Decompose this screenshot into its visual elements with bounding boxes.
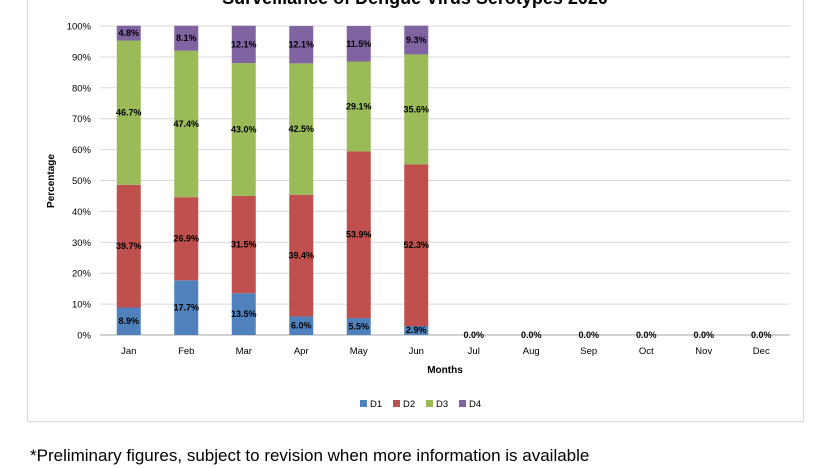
footnote: *Preliminary figures, subject to revisio… (30, 446, 590, 465)
data-label: 5.5% (348, 322, 369, 332)
data-label: 46.7% (116, 108, 142, 118)
data-label: 39.4% (288, 251, 314, 261)
stacked-bar-chart: Surveillance of Dengue Virus Serotypes 2… (46, 0, 790, 410)
y-tick-label: 40% (72, 207, 92, 218)
y-tick-label: 80% (72, 83, 92, 94)
bar-segment-d1 (404, 326, 429, 335)
bar-segment-d2 (404, 164, 429, 327)
data-label: 42.5% (288, 124, 314, 134)
bar-segment-d4 (289, 26, 314, 64)
bar-segment-d3 (231, 63, 256, 196)
x-tick-label: Sep (580, 346, 597, 357)
data-label: 13.5% (231, 309, 257, 319)
bar-segment-d3 (404, 54, 429, 165)
y-tick-label: 30% (72, 238, 92, 249)
data-label: 26.9% (173, 234, 199, 244)
y-tick-label: 100% (67, 22, 92, 33)
x-tick-label: Jul (468, 346, 480, 357)
x-tick-label: Nov (695, 346, 712, 357)
data-label: 0.0% (463, 330, 484, 340)
x-tick-label: Aug (523, 346, 540, 357)
bar-segment-d2 (116, 184, 141, 308)
data-label: 12.1% (231, 39, 257, 49)
data-label: 39.7% (116, 241, 142, 251)
y-tick-label: 50% (72, 176, 92, 187)
y-tick-label: 20% (72, 269, 92, 280)
data-label: 9.3% (406, 35, 427, 45)
gridlines (100, 25, 790, 336)
bar-segment-d1 (231, 293, 256, 335)
data-label: 0.0% (578, 330, 599, 340)
data-label: 0.0% (521, 330, 542, 340)
x-tick-label: May (350, 346, 368, 357)
y-tick-label: 0% (77, 331, 91, 342)
bar-segment-d4 (116, 25, 141, 41)
y-axis-title: Percentage (46, 154, 57, 208)
legend-swatch-d2 (393, 400, 400, 407)
data-label: 12.1% (288, 40, 314, 50)
legend-swatch-d3 (426, 400, 433, 407)
legend-label-d3: D3 (436, 399, 448, 410)
data-label: 6.0% (291, 321, 312, 331)
data-label: 53.9% (346, 230, 372, 240)
bar-segment-d1 (116, 307, 141, 335)
bar-segment-d3 (289, 63, 314, 195)
y-tick-label: 60% (72, 145, 92, 156)
bar-segment-d4 (346, 26, 371, 62)
data-label: 0.0% (636, 330, 657, 340)
bar-segment-d2 (231, 195, 256, 294)
bar-segment-d2 (346, 151, 371, 319)
bar-segment-d4 (174, 25, 199, 51)
bar-segment-d3 (174, 50, 199, 198)
data-label: 17.7% (173, 303, 199, 313)
x-tick-label: Jan (121, 346, 136, 357)
x-tick-label: Oct (639, 346, 654, 357)
data-label: 0.0% (751, 330, 772, 340)
data-label: 8.9% (118, 316, 139, 326)
bar-segment-d1 (174, 280, 199, 335)
data-label: 11.5% (346, 39, 371, 49)
legend-swatch-d1 (360, 400, 367, 407)
chart-title: Surveillance of Dengue Virus Serotypes 2… (222, 0, 608, 8)
y-tick-label: 10% (72, 300, 92, 311)
legend-swatch-d4 (459, 400, 466, 407)
x-tick-label: Apr (294, 346, 309, 357)
bar-segment-d1 (289, 316, 314, 335)
data-label: 31.5% (231, 240, 257, 250)
data-label: 35.6% (403, 104, 429, 114)
x-tick-label: Dec (753, 346, 770, 357)
y-tick-label: 70% (72, 114, 92, 125)
data-label: 0.0% (693, 330, 714, 340)
data-label: 52.3% (403, 240, 429, 250)
bar-segment-d2 (174, 197, 199, 281)
data-label: 47.4% (173, 119, 199, 129)
bars (116, 25, 429, 335)
x-axis-ticks: Jan Feb Mar Apr May Jun Jul Aug Sep Oct Nov Dec (121, 346, 770, 357)
data-label: 2.9% (406, 325, 427, 335)
x-tick-label: Feb (178, 346, 194, 357)
x-tick-label: Mar (236, 346, 252, 357)
legend-label-d2: D2 (403, 399, 415, 410)
legend-label-d4: D4 (469, 399, 481, 410)
bar-segment-d4 (404, 25, 429, 55)
y-axis-ticks: 0% 10% 20% 30% 40% 50% 60% 70% 80% 90% 100% (67, 22, 92, 342)
x-tick-label: Jun (409, 346, 424, 357)
bar-segment-d3 (116, 40, 141, 185)
bar-segment-d3 (346, 61, 371, 152)
bar-segment-d1 (346, 318, 371, 335)
bar-segment-d4 (231, 25, 256, 64)
data-label: 4.8% (118, 28, 139, 38)
bar-segment-d2 (289, 194, 314, 317)
data-label: 8.1% (176, 33, 197, 43)
y-tick-label: 90% (72, 52, 92, 63)
legend-label-d1: D1 (370, 399, 382, 410)
data-labels: 8.9% 39.7% 46.7% 4.8% 17.7% 26.9% 47.4% 8.1% 13.… (116, 28, 772, 340)
data-label: 29.1% (346, 101, 372, 111)
legend: D1 D2 D3 D4 (360, 399, 481, 410)
data-label: 43.0% (231, 125, 257, 135)
x-axis-title: Months (427, 365, 463, 376)
